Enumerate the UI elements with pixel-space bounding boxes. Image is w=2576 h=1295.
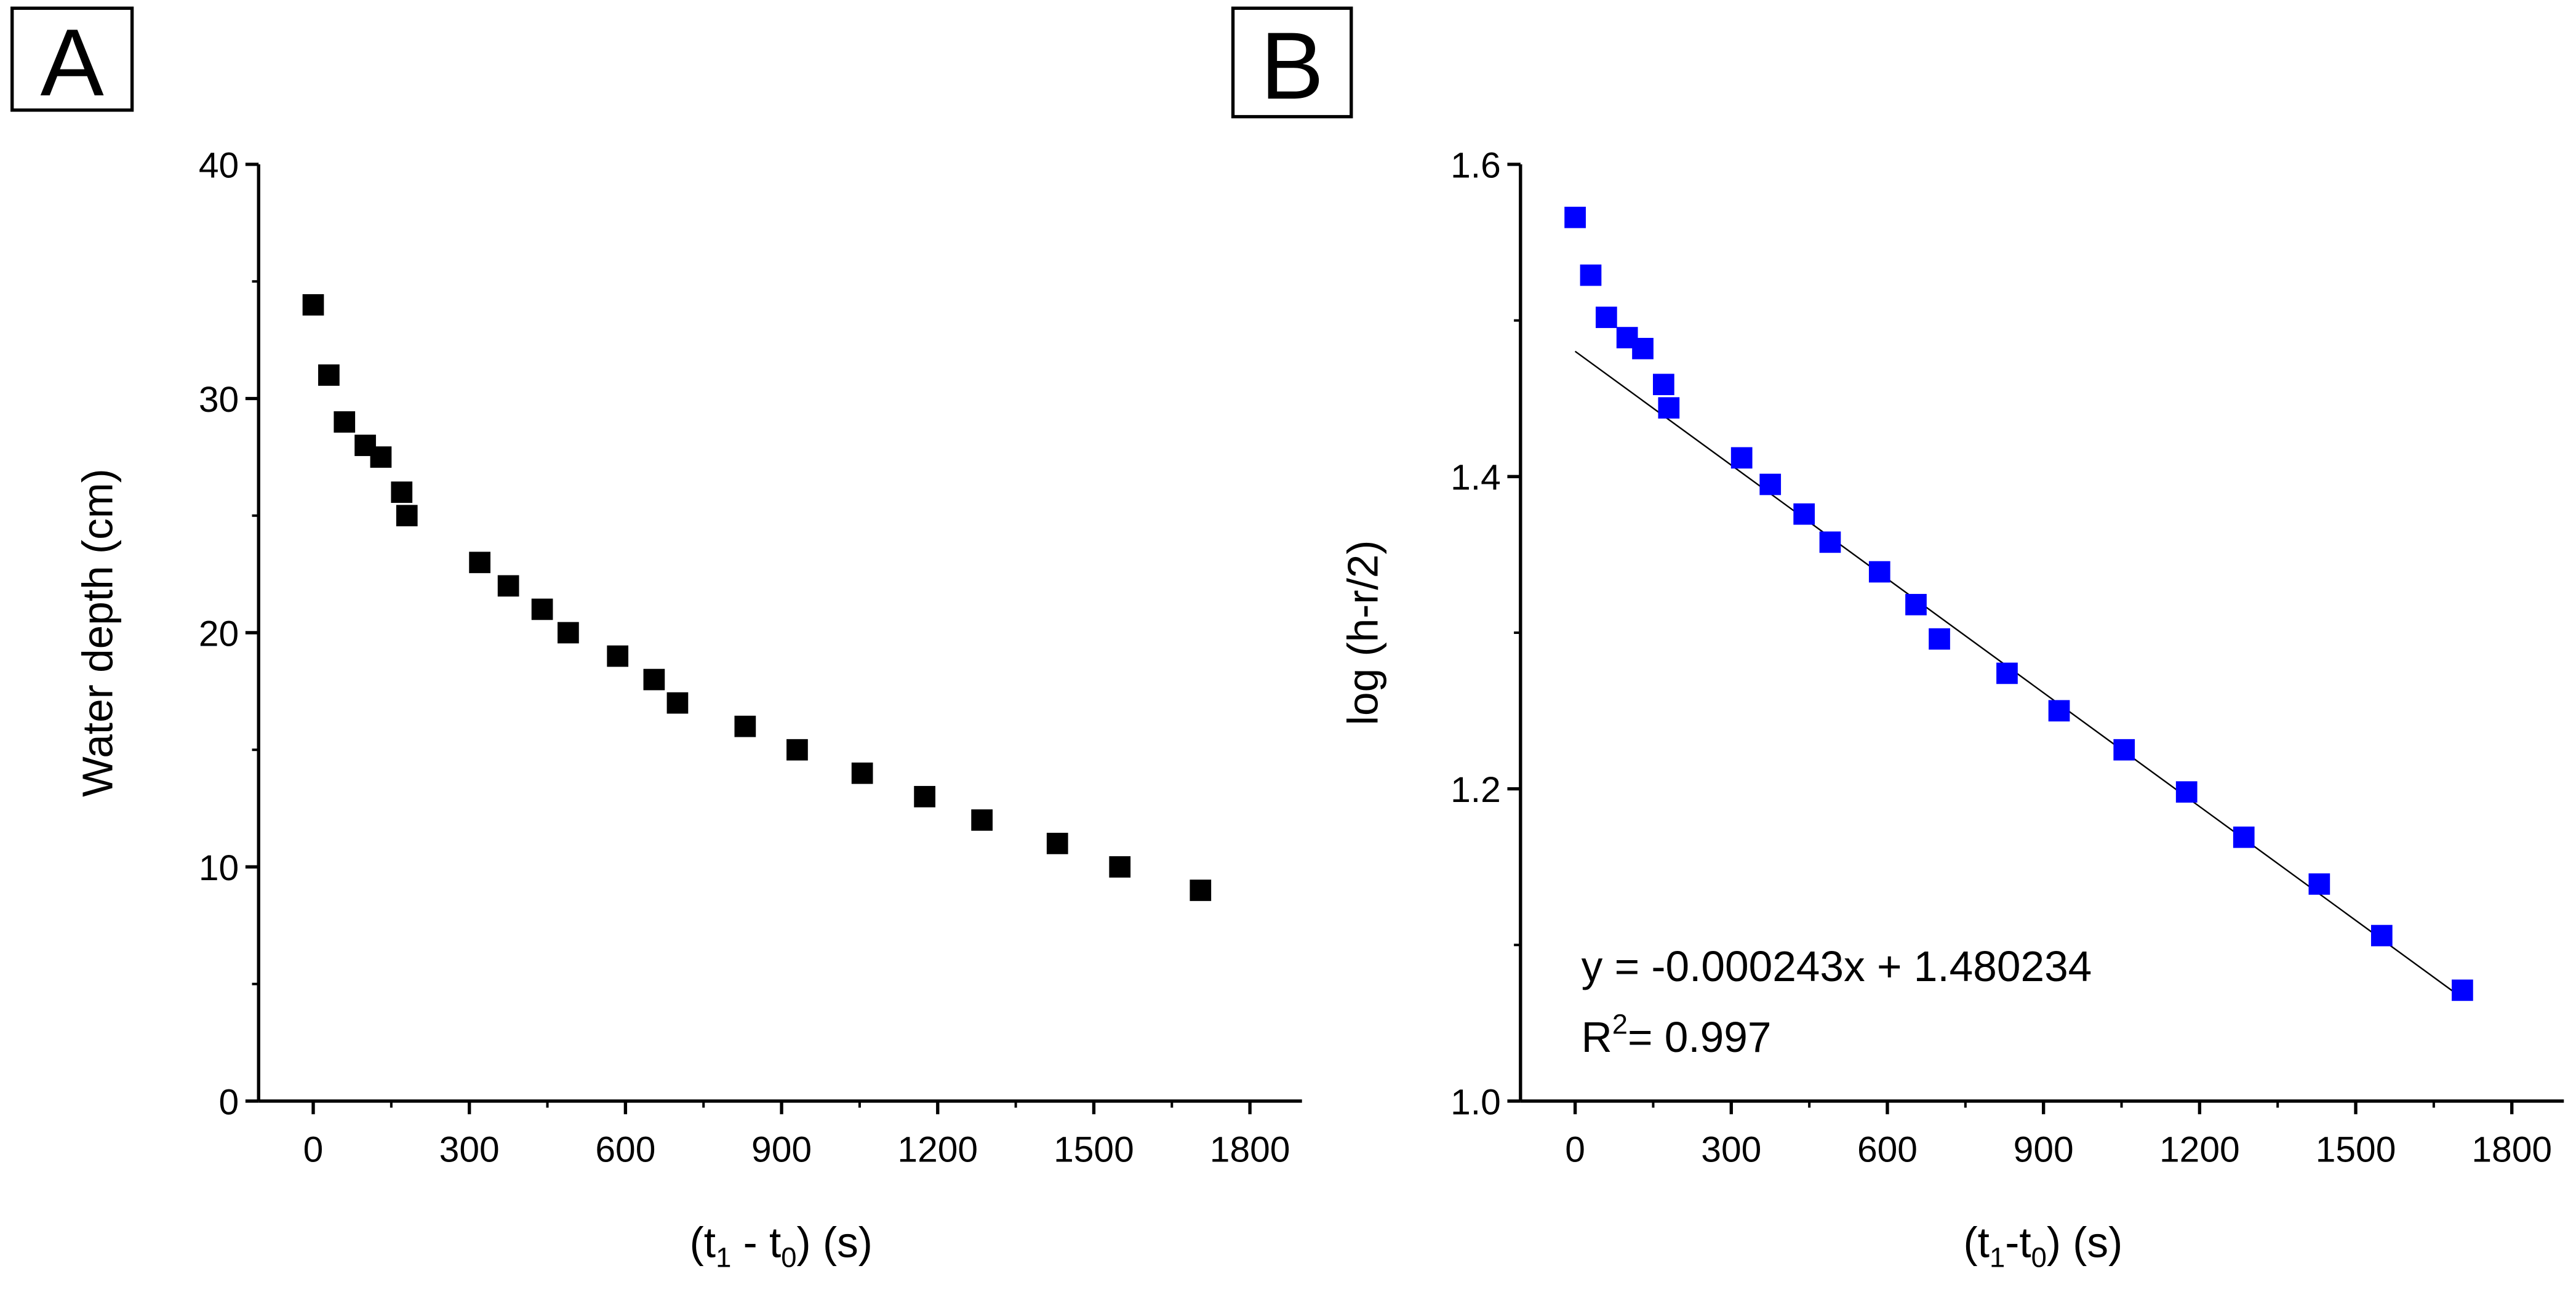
data-point — [302, 294, 324, 316]
data-point — [1595, 307, 1617, 328]
plot-a: 0 300 600 900 1200 1500 1800 0 10 20 30 40 — [199, 145, 1302, 1170]
data-point — [607, 645, 629, 667]
data-point — [1190, 880, 1212, 901]
data-point — [2175, 781, 2198, 803]
fit-equation: y = -0.000243x + 1.480234 — [1582, 942, 2092, 990]
data-point — [914, 785, 935, 808]
data-point — [1793, 503, 1815, 525]
data-point — [1819, 531, 1841, 553]
x-tick-label: 1800 — [2471, 1130, 2552, 1170]
data-point — [1109, 856, 1131, 878]
y-tick-label: 20 — [199, 614, 239, 654]
data-point — [666, 692, 689, 714]
x-tick-label: 300 — [1701, 1130, 1761, 1170]
data-point — [2308, 873, 2330, 895]
data-point — [1996, 662, 2018, 684]
y-axis-label-a: Water depth (cm) — [74, 468, 122, 797]
x-tick-label: 900 — [751, 1130, 812, 1170]
data-point — [1730, 447, 1753, 469]
y-tick-label: 10 — [199, 848, 239, 888]
data-point — [1632, 337, 1654, 359]
data-point — [1759, 473, 1782, 495]
data-point — [2452, 979, 2473, 1001]
data-point — [1046, 833, 1068, 854]
data-point — [497, 575, 519, 597]
data-point — [391, 481, 413, 503]
panel-b: B 0 300 600 900 1200 1500 1800 1.0 1.2 1.4 1.6 log… — [1231, 6, 2564, 1273]
data-point — [2370, 924, 2393, 947]
data-point — [851, 762, 873, 784]
data-point — [2048, 700, 2070, 722]
data-point — [1658, 397, 1680, 419]
x-tick-label: 1200 — [2159, 1130, 2240, 1170]
data-point — [786, 739, 808, 761]
data-point — [734, 715, 756, 737]
data-point — [558, 622, 579, 644]
data-point — [1905, 593, 1927, 615]
y-tick-label: 0 — [219, 1082, 239, 1122]
y-axis-label-b: log (h-r/2) — [1339, 540, 1387, 726]
x-tick-label: 0 — [303, 1130, 324, 1170]
panel-a-label-box — [10, 6, 134, 112]
data-point — [396, 505, 418, 527]
data-point — [971, 809, 993, 831]
x-tick-label: 1800 — [1210, 1130, 1290, 1170]
x-axis-label-b: (t1-t0) (s) — [1964, 1219, 2123, 1273]
panel-a-label: A — [41, 9, 104, 116]
x-tick-label: 1500 — [1054, 1130, 1134, 1170]
data-point — [469, 551, 490, 574]
data-point — [318, 364, 340, 386]
data-point — [1653, 374, 1674, 396]
y-tick-label: 40 — [199, 145, 239, 185]
data-point — [1868, 561, 1890, 583]
x-tick-label: 900 — [2014, 1130, 2074, 1170]
y-tick-label: 1.4 — [1450, 458, 1501, 498]
data-point — [1564, 206, 1586, 228]
data-point — [1580, 264, 1602, 286]
data-point — [1929, 628, 1950, 650]
y-tick-label: 30 — [199, 380, 239, 420]
y-tick-label: 1.0 — [1450, 1082, 1501, 1122]
x-axis-label-a: (t1 - t0) (s) — [690, 1219, 873, 1273]
panel-b-label-box — [1231, 6, 1353, 119]
x-tick-label: 1200 — [897, 1130, 978, 1170]
x-tick-label: 600 — [1857, 1130, 1918, 1170]
panel-a: A 0 300 600 900 1200 1500 1800 0 10 20 30 40 Water … — [10, 6, 1302, 1273]
data-point — [643, 668, 665, 691]
fit-line — [1574, 350, 2463, 999]
x-tick-label: 1500 — [2316, 1130, 2396, 1170]
r-squared: R2= 0.997 — [1582, 1008, 1772, 1060]
x-tick-label: 0 — [1565, 1130, 1585, 1170]
plot-b: 0 300 600 900 1200 1500 1800 1.0 1.2 1.4 1.6 — [1450, 145, 2564, 1170]
data-point — [2233, 826, 2255, 848]
data-point — [334, 411, 356, 433]
data-point — [531, 598, 553, 620]
x-tick-label: 300 — [439, 1130, 500, 1170]
y-tick-label: 1.2 — [1450, 770, 1501, 810]
data-point — [2113, 739, 2135, 761]
panel-b-label: B — [1260, 12, 1324, 119]
data-point — [370, 446, 392, 468]
y-tick-label: 1.6 — [1450, 145, 1501, 185]
x-tick-label: 600 — [595, 1130, 655, 1170]
